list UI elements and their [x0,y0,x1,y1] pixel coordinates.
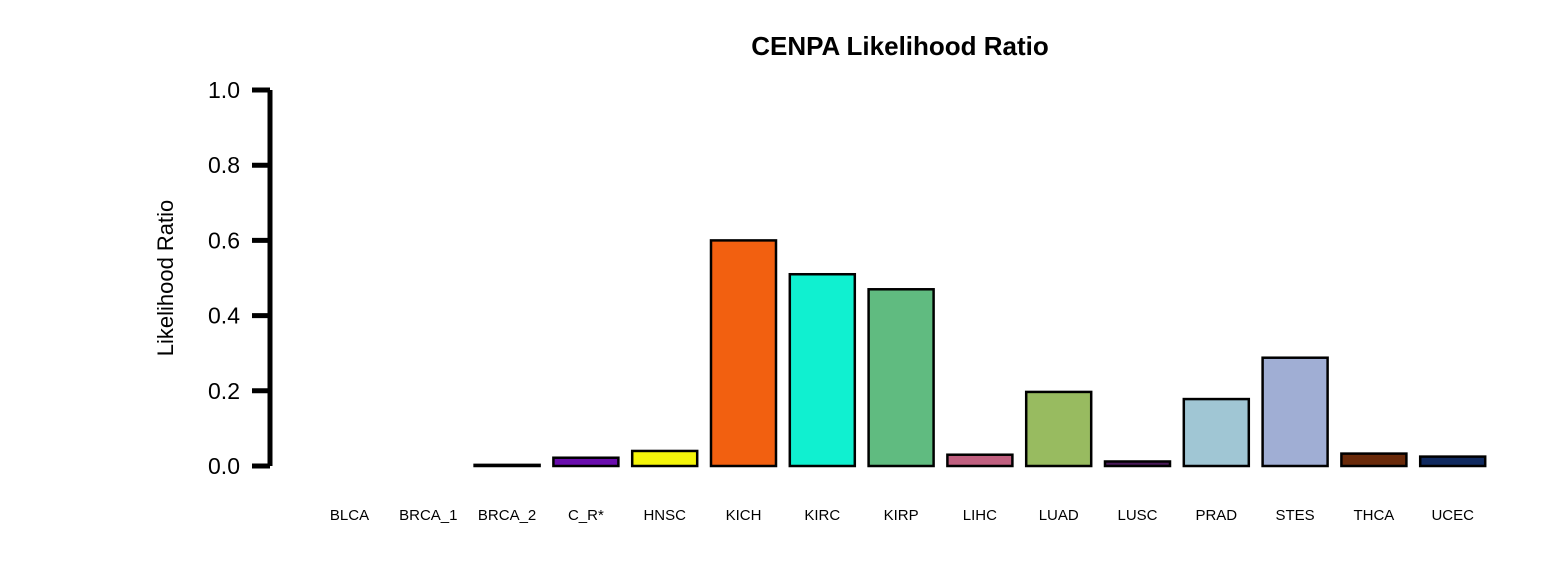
category-label: LIHC [963,507,997,524]
y-ticks: 0.0 0.2 0.4 0.6 0.8 1.0 [208,77,270,479]
bar-stes [1261,356,1329,468]
y-axis-label: Likelihood Ratio [153,200,178,357]
category-label: LUAD [1039,507,1079,524]
bar-kirp [867,288,935,468]
bars [473,239,1487,468]
y-tick-label: 0.4 [208,303,240,329]
bar-thca [1340,452,1408,468]
bar-kirc [788,272,857,468]
bar-ucec [1418,455,1487,468]
bar-prad [1182,397,1251,468]
category-label: UCEC [1431,507,1474,524]
y-tick-label: 0.8 [208,152,240,178]
category-labels: BLCA BRCA_1 BRCA_2 C_R* HNSC KICH KIRC KIRP LIHC… [330,507,1474,524]
y-tick-label: 0.0 [208,453,240,479]
y-tick-label: 0.2 [208,378,240,404]
category-label: BLCA [330,507,369,524]
category-label: THCA [1353,507,1394,524]
category-label: STES [1276,507,1315,524]
y-tick-label: 0.6 [208,227,240,253]
category-label: KIRC [804,507,840,524]
chart-title: CENPA Likelihood Ratio [751,31,1049,61]
category-label: BRCA_2 [478,507,536,524]
category-label: KIRP [884,507,919,524]
bar-c-r [552,456,620,468]
bar-brca-2 [473,463,541,468]
category-label: LUSC [1117,507,1157,524]
category-label: C_R* [568,507,604,524]
bar-lihc [946,453,1014,468]
category-label: KICH [726,507,762,524]
bar-luad [1024,390,1093,468]
bar-kich [709,239,778,468]
category-label: BRCA_1 [399,507,457,524]
bar-hnsc [630,449,699,468]
category-label: PRAD [1195,507,1237,524]
y-tick-label: 1.0 [208,77,240,103]
bar-lusc [1103,460,1172,468]
category-label: HNSC [643,507,686,524]
